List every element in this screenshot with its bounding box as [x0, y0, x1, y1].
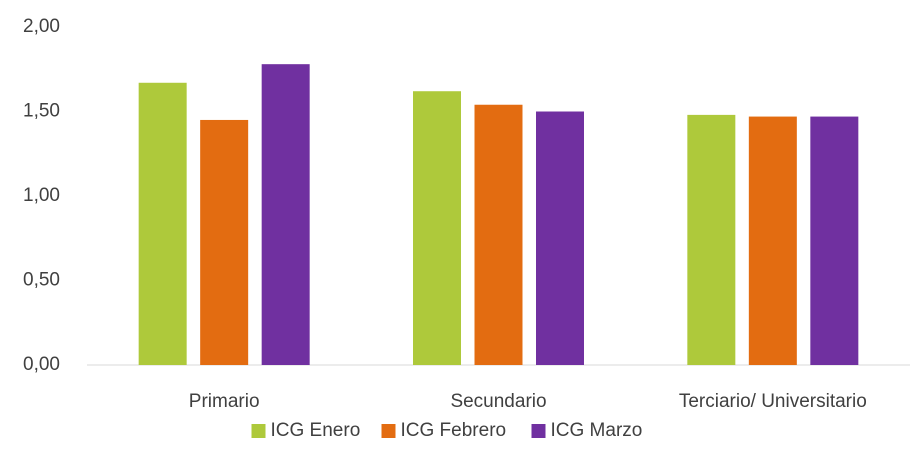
- x-tick-label: Secundario: [450, 391, 546, 412]
- x-tick-label: Primario: [189, 391, 260, 412]
- y-tick-label: 2,00: [23, 16, 60, 37]
- bar: [810, 116, 859, 365]
- legend-label: ICG Febrero: [401, 420, 507, 441]
- x-tick-label: Terciario/ Universitario: [679, 391, 867, 412]
- y-tick-label: 1,50: [23, 101, 60, 122]
- legend-swatch: [251, 424, 266, 438]
- y-tick-label: 0,00: [23, 354, 60, 375]
- bar: [261, 64, 310, 366]
- legend-swatch: [381, 424, 396, 438]
- bar: [748, 116, 797, 365]
- bar: [687, 114, 736, 365]
- y-tick-label: 1,00: [23, 185, 60, 206]
- bar: [200, 119, 249, 365]
- legend-label: ICG Enero: [271, 420, 361, 441]
- legend-label: ICG Marzo: [551, 420, 643, 441]
- bar: [536, 111, 584, 365]
- bar: [138, 82, 187, 366]
- legend-swatch: [531, 424, 546, 438]
- y-tick-label: 0,50: [23, 270, 60, 291]
- bar: [413, 91, 461, 365]
- bar: [474, 104, 523, 366]
